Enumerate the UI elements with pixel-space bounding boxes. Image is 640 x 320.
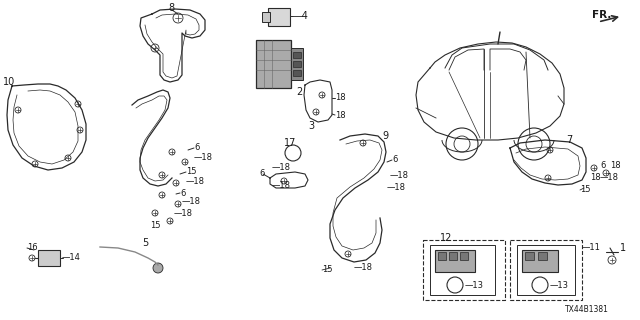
Bar xyxy=(293,61,301,67)
Bar xyxy=(517,245,575,295)
Text: —18: —18 xyxy=(272,180,291,189)
Text: 15: 15 xyxy=(580,186,591,195)
Text: —18: —18 xyxy=(174,209,193,218)
Text: 6: 6 xyxy=(194,143,200,153)
Circle shape xyxy=(153,263,163,273)
Bar xyxy=(262,12,270,22)
Text: 8: 8 xyxy=(168,3,174,13)
Text: —13: —13 xyxy=(550,281,569,290)
Bar xyxy=(449,252,457,260)
Text: 15: 15 xyxy=(150,220,160,229)
Text: TX44B1381: TX44B1381 xyxy=(565,306,609,315)
Text: 6: 6 xyxy=(259,170,264,179)
Text: —4: —4 xyxy=(293,11,309,21)
Text: —18: —18 xyxy=(387,183,406,193)
Text: 1: 1 xyxy=(620,243,626,253)
Text: 6: 6 xyxy=(600,161,605,170)
Bar xyxy=(268,8,290,26)
Text: 7: 7 xyxy=(566,135,572,145)
Bar xyxy=(525,252,534,260)
Bar xyxy=(510,240,582,300)
Bar xyxy=(38,250,60,266)
Text: —18: —18 xyxy=(272,164,291,172)
Text: —14: —14 xyxy=(62,253,81,262)
Text: 6: 6 xyxy=(180,188,186,197)
Text: 2: 2 xyxy=(296,87,302,97)
Text: 18: 18 xyxy=(335,93,346,102)
Text: —18: —18 xyxy=(182,197,201,206)
Text: —11: —11 xyxy=(582,244,601,252)
Bar xyxy=(438,252,446,260)
Text: 15: 15 xyxy=(322,266,333,275)
Bar xyxy=(423,240,505,300)
Text: 10: 10 xyxy=(3,77,15,87)
Text: 12: 12 xyxy=(440,233,452,243)
Bar xyxy=(435,250,475,272)
Text: —18: —18 xyxy=(354,263,373,273)
Text: —18: —18 xyxy=(600,172,619,181)
Text: 18: 18 xyxy=(590,172,600,181)
Text: —13: —13 xyxy=(465,281,484,290)
Bar xyxy=(522,250,558,272)
Bar xyxy=(291,48,303,80)
Text: 3: 3 xyxy=(308,121,314,131)
Bar xyxy=(538,252,547,260)
Text: —18: —18 xyxy=(194,154,213,163)
Text: 16: 16 xyxy=(27,244,38,252)
Text: —18: —18 xyxy=(186,178,205,187)
Text: FR.: FR. xyxy=(592,10,611,20)
Text: 6: 6 xyxy=(392,156,397,164)
Text: 5: 5 xyxy=(142,238,148,248)
Bar xyxy=(293,52,301,58)
Bar xyxy=(430,245,495,295)
Text: 18: 18 xyxy=(610,161,621,170)
Text: 15: 15 xyxy=(186,167,196,177)
Bar xyxy=(293,70,301,76)
Text: 18: 18 xyxy=(335,110,346,119)
Text: 9: 9 xyxy=(382,131,388,141)
Bar xyxy=(256,40,291,88)
Text: —18: —18 xyxy=(390,171,409,180)
Text: 17: 17 xyxy=(284,138,296,148)
Bar xyxy=(460,252,468,260)
